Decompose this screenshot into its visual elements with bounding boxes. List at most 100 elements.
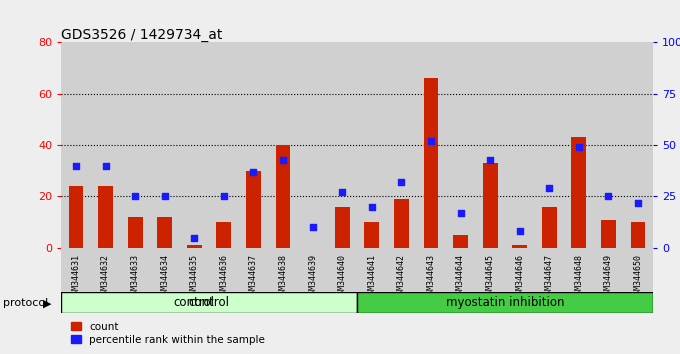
Bar: [327, 42, 357, 248]
Bar: [216, 222, 231, 248]
Point: [455, 210, 466, 216]
Text: GSM344643: GSM344643: [426, 255, 435, 299]
Point: [159, 194, 170, 199]
Point: [100, 163, 111, 169]
Bar: [453, 235, 468, 248]
Bar: [505, 42, 534, 248]
Bar: [475, 248, 505, 292]
Bar: [475, 42, 505, 248]
Text: protocol: protocol: [3, 298, 49, 308]
Bar: [268, 42, 298, 248]
Bar: [298, 248, 327, 292]
Point: [514, 229, 525, 234]
Point: [130, 194, 141, 199]
Bar: [364, 222, 379, 248]
Bar: [534, 248, 564, 292]
Bar: [150, 42, 180, 248]
Bar: [98, 186, 113, 248]
Bar: [564, 248, 594, 292]
Bar: [623, 42, 653, 248]
Text: myostatin inhibition: myostatin inhibition: [445, 296, 564, 309]
Legend: count, percentile rank within the sample: count, percentile rank within the sample: [67, 317, 269, 349]
Bar: [180, 42, 209, 248]
Bar: [120, 248, 150, 292]
Bar: [335, 207, 350, 248]
Text: GSM344631: GSM344631: [71, 255, 80, 299]
Text: GSM344633: GSM344633: [131, 255, 139, 299]
Point: [632, 200, 643, 205]
Bar: [298, 42, 327, 248]
Point: [573, 144, 584, 150]
Bar: [69, 186, 84, 248]
Bar: [128, 217, 143, 248]
Bar: [187, 245, 202, 248]
Text: GSM344647: GSM344647: [545, 255, 554, 299]
Bar: [386, 248, 416, 292]
Bar: [483, 163, 498, 248]
Bar: [239, 42, 268, 248]
Bar: [357, 248, 386, 292]
Bar: [505, 248, 534, 292]
Bar: [446, 42, 475, 248]
Bar: [386, 42, 416, 248]
Bar: [594, 248, 623, 292]
Bar: [91, 42, 120, 248]
Point: [218, 194, 229, 199]
Bar: [61, 248, 91, 292]
Text: GSM344632: GSM344632: [101, 255, 110, 299]
Text: GSM344650: GSM344650: [634, 255, 643, 299]
Bar: [630, 222, 645, 248]
Bar: [120, 42, 150, 248]
Bar: [424, 79, 439, 248]
Text: GSM344646: GSM344646: [515, 255, 524, 299]
Text: GSM344638: GSM344638: [279, 255, 288, 299]
Bar: [594, 42, 623, 248]
Bar: [209, 248, 239, 292]
Text: control: control: [188, 296, 230, 309]
Bar: [357, 292, 653, 313]
Point: [307, 224, 318, 230]
Bar: [416, 42, 446, 248]
Bar: [239, 248, 268, 292]
Text: GSM344641: GSM344641: [367, 255, 376, 299]
Bar: [394, 199, 409, 248]
Point: [337, 189, 347, 195]
Point: [544, 185, 555, 191]
Bar: [542, 207, 557, 248]
Bar: [623, 248, 653, 292]
Text: GSM344644: GSM344644: [456, 255, 465, 299]
Bar: [564, 42, 594, 248]
Bar: [416, 248, 446, 292]
Bar: [571, 137, 586, 248]
Text: GSM344636: GSM344636: [220, 255, 228, 299]
Bar: [357, 42, 386, 248]
Bar: [275, 145, 290, 248]
Text: GSM344634: GSM344634: [160, 255, 169, 299]
Point: [426, 138, 437, 144]
Text: GSM344635: GSM344635: [190, 255, 199, 299]
Text: GSM344639: GSM344639: [308, 255, 317, 299]
Bar: [601, 219, 616, 248]
Bar: [61, 292, 357, 313]
Bar: [91, 248, 120, 292]
Bar: [61, 42, 91, 248]
Bar: [446, 248, 475, 292]
Bar: [209, 42, 239, 248]
Point: [603, 194, 614, 199]
Bar: [246, 171, 261, 248]
Text: GSM344649: GSM344649: [604, 255, 613, 299]
Text: GDS3526 / 1429734_at: GDS3526 / 1429734_at: [61, 28, 222, 42]
Text: GSM344645: GSM344645: [486, 255, 494, 299]
Bar: [157, 217, 172, 248]
Bar: [512, 245, 527, 248]
Point: [396, 179, 407, 185]
Bar: [268, 248, 298, 292]
Text: GSM344637: GSM344637: [249, 255, 258, 299]
Text: ▶: ▶: [42, 298, 51, 308]
Point: [277, 157, 288, 162]
Point: [71, 163, 82, 169]
Text: GSM344642: GSM344642: [397, 255, 406, 299]
Bar: [150, 248, 180, 292]
Bar: [180, 248, 209, 292]
Bar: [327, 248, 357, 292]
